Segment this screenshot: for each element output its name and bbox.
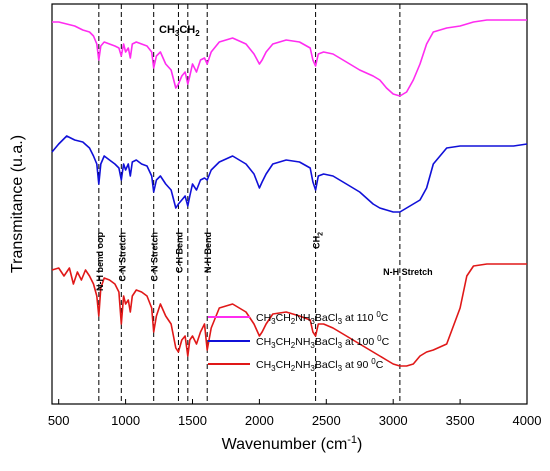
top-annotation: CH3CH2 xyxy=(159,24,200,38)
legend-label: CH3CH2NH3BaCl3 at 90 0C xyxy=(256,357,384,373)
peak-label-1: C-N Stretch xyxy=(117,232,127,282)
peak-label-6: CH2 xyxy=(312,232,325,249)
tick-label: 1500 xyxy=(178,413,207,428)
series-line-2 xyxy=(51,263,527,367)
tick-label: 4000 xyxy=(513,413,542,428)
plot-frame xyxy=(51,3,528,405)
tick-label: 2000 xyxy=(245,413,274,428)
tick-label: 500 xyxy=(48,413,70,428)
tick-label: 1000 xyxy=(111,413,140,428)
series-line-0 xyxy=(52,19,527,97)
x-axis-ticks: 500 1000 1500 2000 2500 3000 3500 4000 xyxy=(48,399,542,428)
x-axis-title: Wavenumber (cm-1) xyxy=(222,434,363,453)
legend: CH3CH2NH3BaCl3 at 110 0C CH3CH2NH3BaCl3 a… xyxy=(208,310,390,373)
peak-label-5: N-H Bend xyxy=(203,232,213,273)
legend-label: CH3CH2NH3BaCl3 at 110 0C xyxy=(256,310,389,326)
peak-label-3: C-H Bend xyxy=(174,232,184,273)
peak-label-7: N-H Stretch xyxy=(383,267,433,277)
legend-label: CH3CH2NH3BaCl3 at 100 0C xyxy=(256,334,390,350)
tick-label: 3000 xyxy=(379,413,408,428)
tick-label: 2500 xyxy=(312,413,341,428)
peak-label-0: N-H bend oop xyxy=(95,232,105,291)
peak-label-2: C-N Stretch xyxy=(150,232,160,282)
series-lines xyxy=(51,19,528,367)
tick-label: 3500 xyxy=(446,413,475,428)
peak-annotations: N-H bend oop C-N Stretch C-N Stretch C-H Be… xyxy=(95,24,433,291)
y-axis-title: Transmitance (u.a.) xyxy=(9,135,26,273)
series-line-1 xyxy=(51,135,528,213)
